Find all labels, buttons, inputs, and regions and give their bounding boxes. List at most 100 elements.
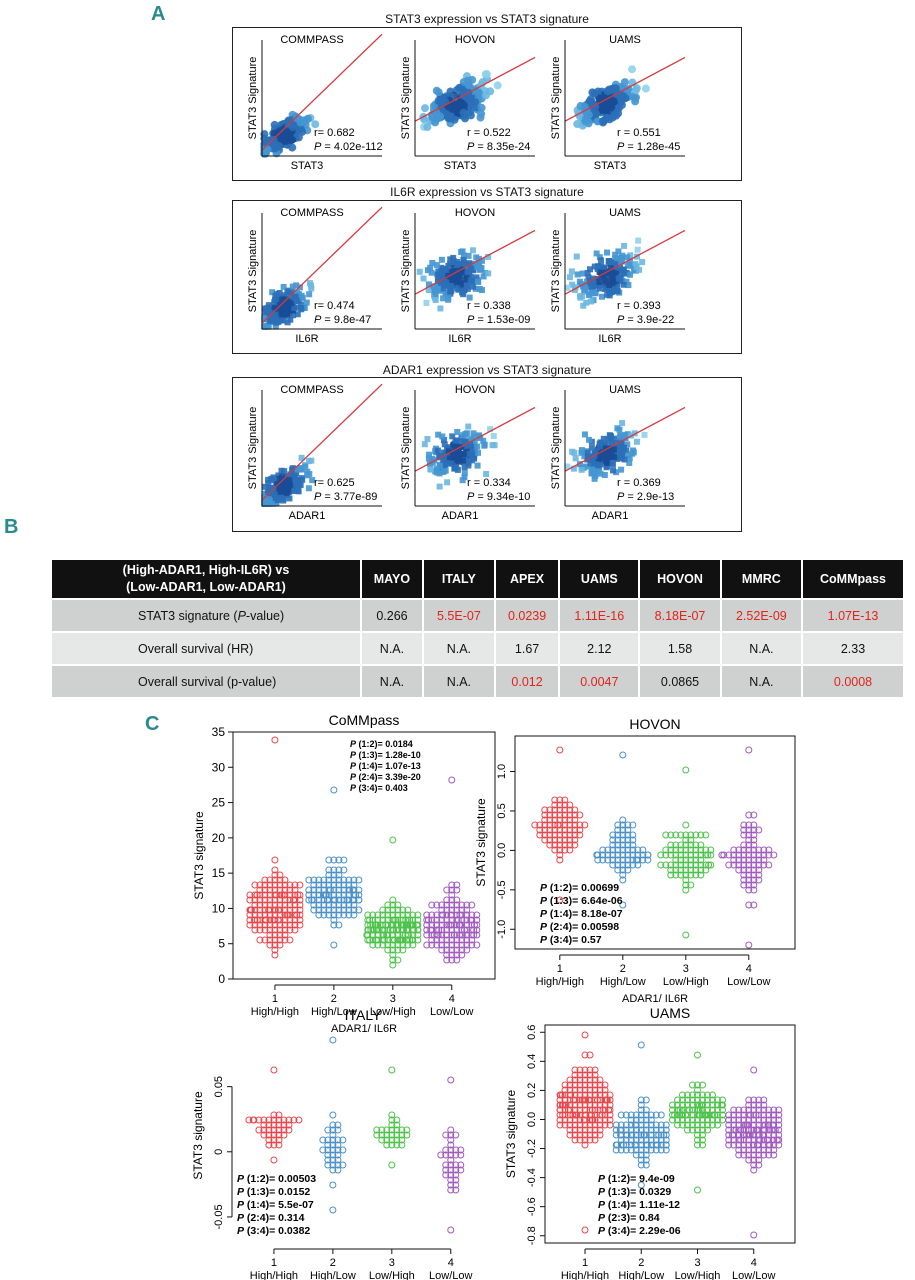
x-axis-label: STAT3 xyxy=(291,160,324,172)
group-2-point xyxy=(593,851,601,859)
scatter-point xyxy=(294,311,301,318)
group-4-point xyxy=(750,1111,758,1119)
group-3-point xyxy=(695,1106,703,1114)
group-1-point xyxy=(260,1126,268,1134)
pvalue-value: 8.18e-07 xyxy=(578,908,623,920)
group-4-point xyxy=(448,941,456,949)
group-3-point xyxy=(364,911,372,919)
scatter-point xyxy=(486,87,495,96)
x-tick-label: 2 xyxy=(331,993,337,1005)
group-3-point xyxy=(696,1111,704,1119)
group-3-point xyxy=(719,1096,726,1104)
group-1-point xyxy=(261,926,269,934)
group-4-point xyxy=(736,1126,744,1134)
group-2-point xyxy=(624,866,632,874)
group-4-point xyxy=(750,846,758,854)
group-2-point xyxy=(340,901,348,909)
group-1-point xyxy=(566,1101,574,1109)
group-1-point xyxy=(599,1106,607,1114)
group-3-point xyxy=(677,851,685,859)
group-2-point xyxy=(340,911,348,919)
scatter-point xyxy=(614,104,623,113)
group-4-point xyxy=(745,821,753,829)
group-4-point xyxy=(760,1131,768,1139)
scatter-point xyxy=(463,283,470,290)
scatter-point xyxy=(469,279,476,286)
group-4-point xyxy=(745,841,753,849)
group-1-point xyxy=(576,1131,584,1139)
group-2-point xyxy=(339,1136,347,1144)
scatter-point xyxy=(633,264,640,271)
group-2-point xyxy=(335,866,343,874)
group-2-point xyxy=(335,921,343,929)
y-tick-label: 30 xyxy=(212,760,226,774)
group-1-point xyxy=(571,826,579,834)
group-3-point xyxy=(682,821,690,829)
scatter-point xyxy=(448,460,455,467)
scatter-point xyxy=(576,112,585,121)
group-1-point xyxy=(551,841,559,849)
group-3-point xyxy=(694,1081,701,1089)
group-4-point xyxy=(457,1166,465,1174)
group-1-point xyxy=(251,901,259,909)
group-2-point xyxy=(612,1126,620,1134)
group-2-point xyxy=(614,826,622,834)
scatter-point xyxy=(618,254,625,261)
pvalue-value: 1.07e-13 xyxy=(383,761,421,771)
group-2-point xyxy=(633,1126,641,1134)
group-1-point xyxy=(271,736,279,744)
group-4-point xyxy=(725,1141,733,1149)
scatter-point xyxy=(481,442,488,449)
group-4-point xyxy=(451,931,459,939)
group-4-point xyxy=(740,856,748,864)
x-category-label: Low/High xyxy=(663,976,709,988)
group-3-point xyxy=(682,871,690,879)
group-3-point xyxy=(388,1126,396,1134)
group-1-point xyxy=(576,811,584,819)
group-3-point xyxy=(711,1111,719,1119)
group-3-point xyxy=(393,1116,401,1124)
scatter-point xyxy=(309,477,316,484)
y-tick-label: 15 xyxy=(212,866,226,880)
group-4-point xyxy=(423,926,431,934)
group-3-point xyxy=(718,1101,726,1109)
group-1-point xyxy=(266,881,274,889)
group-1-point xyxy=(251,881,259,889)
group-1-point xyxy=(551,821,559,829)
scatter-point xyxy=(608,113,617,122)
scatter-point xyxy=(641,431,648,438)
group-4-point xyxy=(730,861,738,869)
group-1-point xyxy=(286,881,294,889)
group-1-point xyxy=(296,891,304,899)
group-2-point xyxy=(330,906,338,914)
scatter-point xyxy=(602,285,609,292)
group-4-point xyxy=(725,1121,733,1129)
scatter-point xyxy=(463,272,470,279)
group-1-point xyxy=(256,881,264,889)
group-1-point xyxy=(566,826,574,834)
x-category-label: Low/High xyxy=(675,1270,721,1280)
group-3-point xyxy=(714,1101,722,1109)
correlation-r: r= 0.682 xyxy=(314,127,355,139)
group-1-point xyxy=(275,1116,283,1124)
group-3-point xyxy=(389,951,397,959)
plot-title: HOVON xyxy=(629,716,680,732)
group-3-point xyxy=(394,901,402,909)
group-4-point xyxy=(755,866,763,874)
group-4-point xyxy=(763,1136,771,1144)
group-4-point xyxy=(745,831,753,839)
scatter-point xyxy=(606,274,613,281)
y-tick-label: 1.0 xyxy=(496,764,508,779)
pvalue-annotation: P (3:4)= 0.0382 xyxy=(237,1225,310,1237)
group-2-point xyxy=(329,1036,337,1044)
group-2-point xyxy=(614,856,622,864)
group-2-point xyxy=(325,901,333,909)
group-3-point xyxy=(682,831,690,839)
group-4-point xyxy=(448,776,456,784)
group-1-point xyxy=(566,816,574,824)
group-2-point xyxy=(329,1151,337,1159)
scatter-point xyxy=(291,304,298,311)
group-1-point xyxy=(596,1111,604,1119)
scatter-point xyxy=(280,297,287,304)
p-value: = 3.9e-22 xyxy=(624,314,674,326)
